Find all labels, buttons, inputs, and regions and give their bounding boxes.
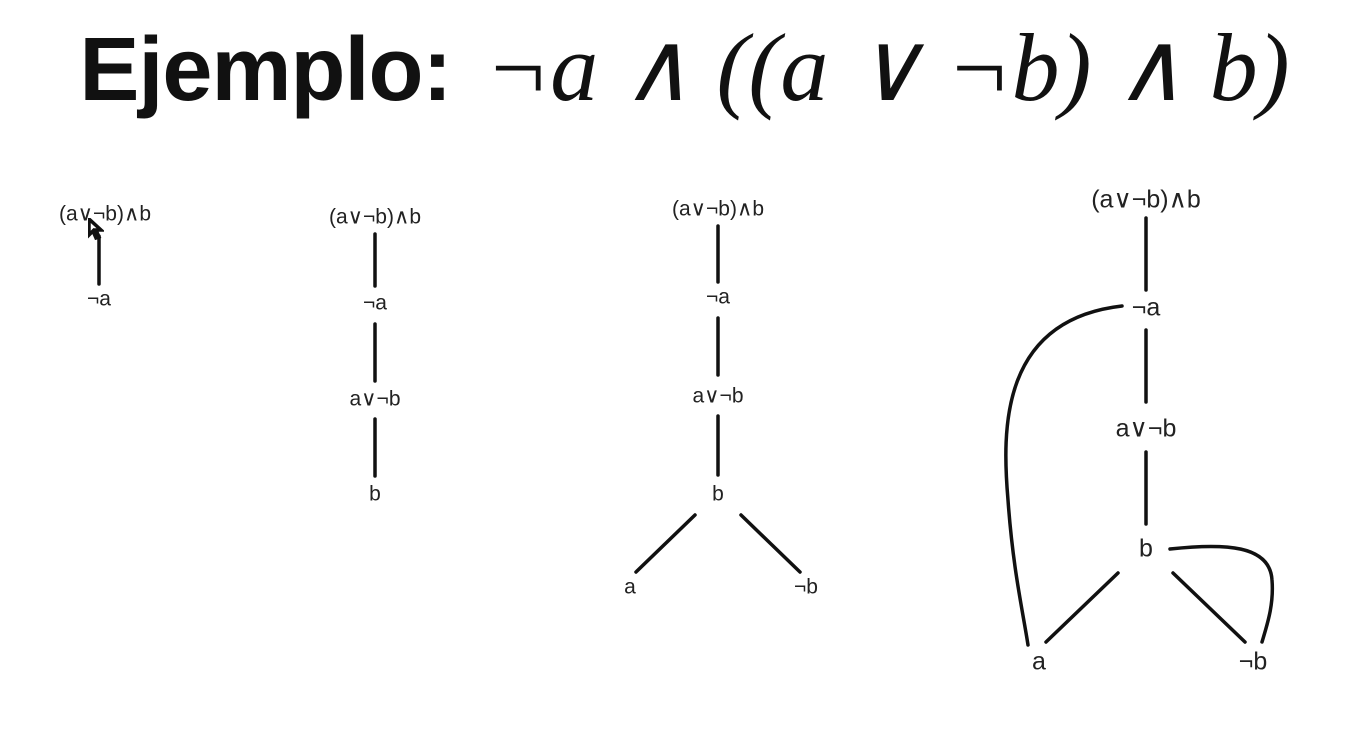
title-formula: ¬a ∧ ((a ∨ ¬b) ∧ b): [485, 14, 1290, 121]
node-root: (a∨¬b)∧b: [672, 198, 764, 221]
node-root: (a∨¬b)∧b: [329, 206, 421, 229]
tree-step-4: (a∨¬b)∧b ¬a a∨¬b b a ¬b: [1004, 186, 1275, 676]
node-not-a: ¬a: [363, 292, 387, 315]
tree-step-2: (a∨¬b)∧b ¬a a∨¬b b: [329, 206, 421, 506]
node-b: b: [712, 483, 724, 506]
tree-step-1: (a∨¬b)∧b ¬a: [59, 203, 151, 311]
node-a: a: [624, 576, 636, 599]
node-a-or-not-b: a∨¬b: [693, 385, 744, 408]
edge-b-not-b: [739, 513, 802, 574]
node-not-a: ¬a: [706, 286, 730, 309]
contradiction-arc-b: [1168, 544, 1275, 644]
slide-title: Ejemplo: ¬a ∧ ((a ∨ ¬b) ∧ b): [0, 8, 1369, 130]
node-root: (a∨¬b)∧b: [59, 203, 151, 226]
node-a: a: [1032, 648, 1046, 676]
node-root: (a∨¬b)∧b: [1091, 186, 1201, 214]
node-a-or-not-b: a∨¬b: [1116, 415, 1177, 443]
mouse-cursor-icon: [88, 218, 104, 240]
contradiction-arc-a: [1004, 304, 1124, 647]
edge-b-not-b: [1171, 571, 1247, 644]
tree-step-3: (a∨¬b)∧b ¬a a∨¬b b a ¬b: [624, 198, 818, 599]
node-b: b: [1139, 535, 1153, 563]
title-label: Ejemplo:: [79, 20, 452, 120]
node-b: b: [369, 483, 381, 506]
node-not-a: ¬a: [87, 288, 111, 311]
node-not-a: ¬a: [1132, 294, 1161, 322]
node-not-b: ¬b: [794, 576, 818, 599]
node-not-b: ¬b: [1239, 648, 1268, 676]
edge-b-a: [1044, 571, 1120, 644]
edge-b-a: [634, 513, 697, 574]
node-a-or-not-b: a∨¬b: [350, 388, 401, 411]
